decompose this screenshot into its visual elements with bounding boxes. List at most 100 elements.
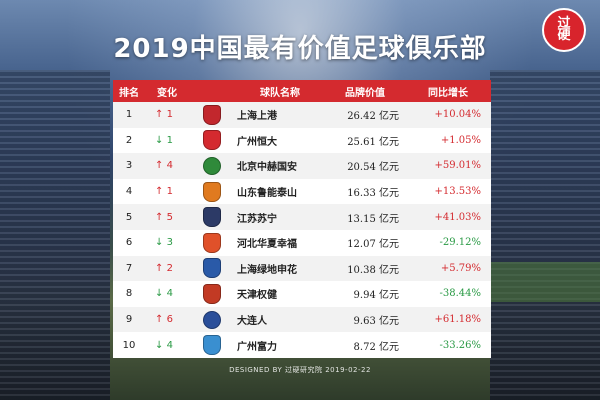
change-cell: ↑ 6: [145, 314, 189, 325]
brand-value: 10.38 亿元: [347, 264, 399, 276]
brand-value: 16.33 亿元: [347, 188, 399, 200]
team-logo-cell: [189, 283, 235, 304]
brand-value: 20.54 亿元: [347, 162, 399, 174]
table-row: 5 ↑ 5 江苏苏宁 13.15 亿元 +41.03%: [113, 204, 491, 230]
crowd-right-image: [490, 70, 600, 400]
change-delta: 1: [166, 134, 173, 146]
growth-rate: +1.05%: [440, 134, 481, 146]
team-logo-cell: [189, 130, 235, 151]
pitch-image: [480, 262, 600, 302]
team-name: 上海上港: [237, 111, 277, 123]
rank-cell: 1: [125, 109, 133, 121]
header-change: 变化: [157, 87, 177, 99]
change-cell: ↓ 4: [145, 288, 189, 299]
rank-cell: 2: [125, 134, 133, 146]
team-logo-cell: [189, 207, 235, 228]
rank-cell: 5: [125, 211, 133, 223]
brand-value: 12.07 亿元: [347, 239, 399, 251]
rank-cell: 3: [125, 160, 133, 172]
change-delta: 4: [166, 160, 173, 172]
team-logo-cell: [189, 310, 235, 329]
change-cell: ↑ 2: [145, 263, 189, 274]
growth-rate: -29.12%: [439, 237, 481, 249]
team-logo-cell: [189, 335, 235, 356]
growth-rate: +13.53%: [434, 186, 481, 198]
team-name: 河北华夏幸福: [237, 239, 297, 251]
change-arrow-icon: ↑: [155, 160, 164, 172]
change-delta: 2: [166, 262, 173, 274]
team-logo-cell: [189, 181, 235, 202]
growth-rate: -33.26%: [439, 339, 481, 351]
change-cell: ↑ 1: [145, 109, 189, 120]
rank-cell: 4: [125, 186, 133, 198]
team-logo-icon: [203, 335, 221, 356]
ranking-table: 排名 变化 球队名称 品牌价值 同比增长 1 ↑ 1 上海上港 26.42 亿元…: [113, 80, 491, 358]
growth-rate: +5.79%: [440, 262, 481, 274]
team-logo-cell: [189, 258, 235, 279]
table-row: 6 ↓ 3 河北华夏幸福 12.07 亿元 -29.12%: [113, 229, 491, 256]
team-logo-cell: [189, 232, 235, 253]
team-name: 广州富力: [237, 341, 277, 353]
change-delta: 1: [166, 109, 173, 121]
team-name: 北京中赫国安: [237, 162, 297, 174]
table-body: 1 ↑ 1 上海上港 26.42 亿元 +10.04% 2 ↓ 1 广州恒大 2…: [113, 102, 491, 358]
team-logo-icon: [203, 232, 221, 253]
change-arrow-icon: ↓: [155, 134, 164, 146]
brand-value: 8.72 亿元: [353, 341, 399, 353]
change-arrow-icon: ↑: [155, 186, 164, 198]
table-row: 2 ↓ 1 广州恒大 25.61 亿元 +1.05%: [113, 127, 491, 154]
growth-rate: -38.44%: [439, 288, 481, 300]
change-cell: ↓ 4: [145, 340, 189, 351]
table-row: 7 ↑ 2 上海绿地申花 10.38 亿元 +5.79%: [113, 255, 491, 282]
team-logo-icon: [203, 207, 221, 228]
rank-cell: 6: [125, 237, 133, 249]
change-cell: ↓ 1: [145, 135, 189, 146]
growth-rate: +61.18%: [434, 314, 481, 326]
growth-rate: +41.03%: [434, 211, 481, 223]
change-arrow-icon: ↑: [155, 211, 164, 223]
rank-cell: 7: [125, 262, 133, 274]
team-name: 大连人: [237, 316, 267, 328]
crowd-left-image: [0, 70, 110, 400]
table-row: 4 ↑ 1 山东鲁能泰山 16.33 亿元 +13.53%: [113, 178, 491, 205]
team-logo-icon: [203, 310, 221, 329]
footer-credit: DESIGNED BY 过硬研究院 2019-02-22: [229, 366, 371, 374]
rank-cell: 9: [125, 314, 133, 326]
team-name: 江苏苏宁: [237, 213, 277, 225]
change-delta: 3: [166, 237, 173, 249]
change-delta: 4: [166, 288, 173, 300]
team-logo-icon: [203, 130, 221, 151]
table-row: 1 ↑ 1 上海上港 26.42 亿元 +10.04%: [113, 102, 491, 128]
team-name: 天津权健: [237, 290, 277, 302]
change-arrow-icon: ↑: [155, 314, 164, 326]
brand-value: 26.42 亿元: [347, 111, 399, 123]
header-team: 球队名称: [260, 87, 300, 99]
team-logo-icon: [203, 181, 221, 202]
brand-badge-logo: 过 硬: [542, 8, 586, 52]
table-row: 9 ↑ 6 大连人 9.63 亿元 +61.18%: [113, 306, 491, 333]
growth-rate: +59.01%: [434, 160, 481, 172]
change-delta: 5: [166, 211, 173, 223]
brand-value: 9.94 亿元: [353, 290, 399, 302]
rank-cell: 8: [125, 288, 133, 300]
rank-cell: 10: [122, 339, 136, 351]
team-logo-icon: [203, 104, 221, 125]
badge-text-bottom: 硬: [557, 28, 571, 43]
change-arrow-icon: ↑: [155, 262, 164, 274]
change-delta: 4: [166, 339, 173, 351]
change-delta: 1: [166, 186, 173, 198]
team-logo-cell: [189, 156, 235, 175]
team-name: 广州恒大: [237, 136, 277, 148]
badge-text-top: 过: [557, 16, 571, 31]
change-arrow-icon: ↓: [155, 288, 164, 300]
growth-rate: +10.04%: [434, 109, 481, 121]
change-arrow-icon: ↑: [155, 109, 164, 121]
change-cell: ↓ 3: [145, 237, 189, 248]
header-value: 品牌价值: [345, 87, 385, 99]
change-cell: ↑ 4: [145, 160, 189, 171]
table-header: 排名 变化 球队名称 品牌价值 同比增长: [113, 80, 491, 102]
header-growth: 同比增长: [428, 87, 468, 99]
table-row: 8 ↓ 4 天津权健 9.94 亿元 -38.44%: [113, 281, 491, 307]
change-cell: ↑ 1: [145, 186, 189, 197]
change-delta: 6: [166, 314, 173, 326]
